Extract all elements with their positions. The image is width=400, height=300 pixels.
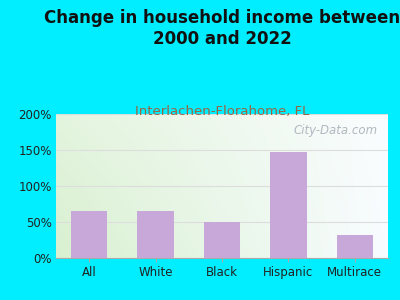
Bar [270,152,307,258]
Bar [71,211,108,258]
Text: Interlachen-Florahome, FL: Interlachen-Florahome, FL [135,105,309,118]
Text: Change in household income between
2000 and 2022: Change in household income between 2000 … [44,9,400,48]
Bar [204,222,240,258]
Bar [336,235,373,258]
Text: City-Data.com: City-Data.com [294,124,378,137]
Bar [137,211,174,258]
